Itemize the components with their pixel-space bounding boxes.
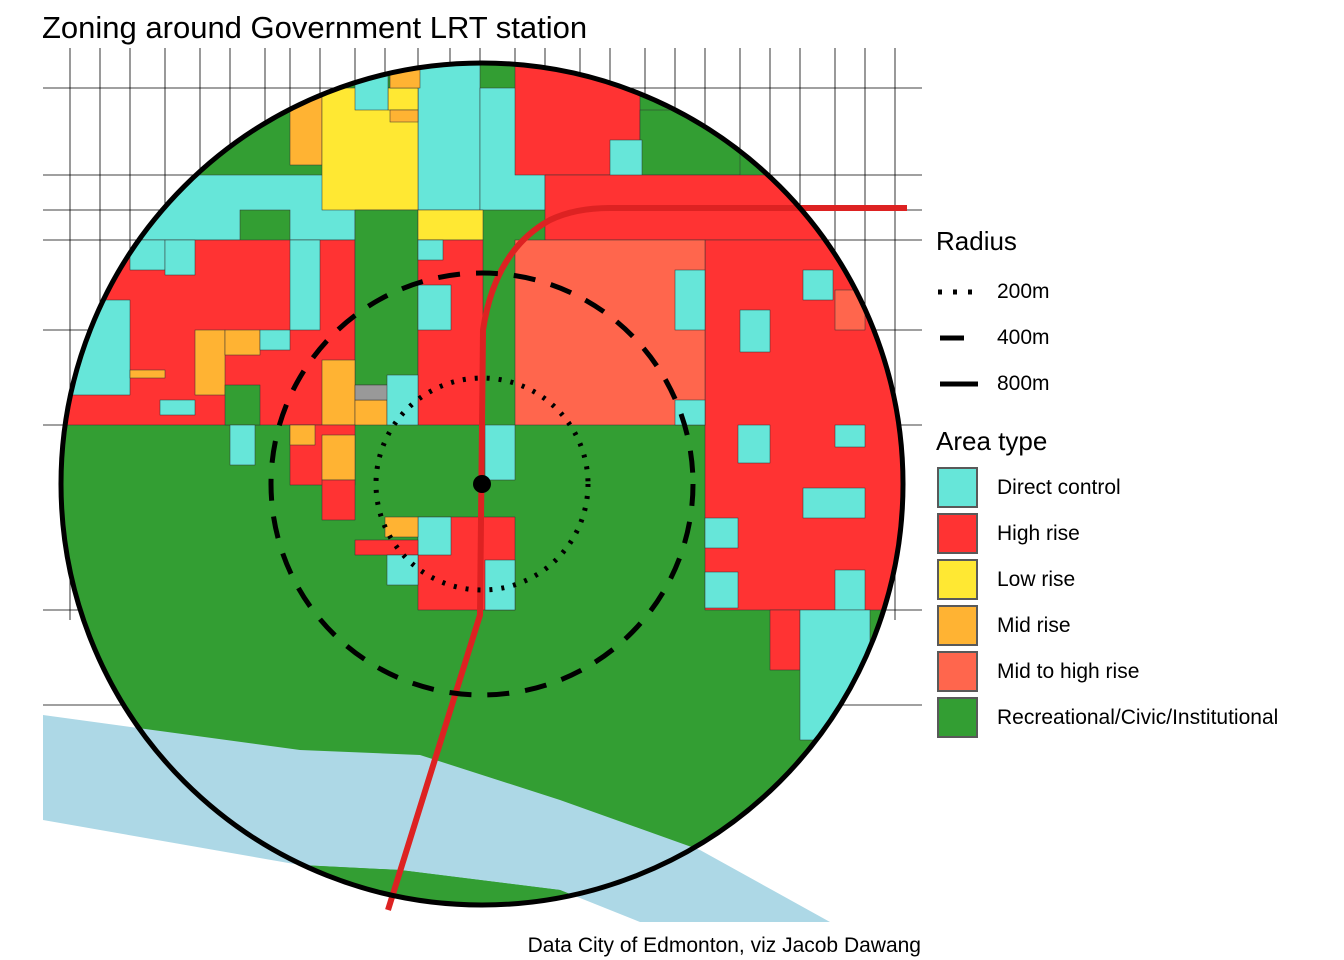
- solid-line-icon: [940, 381, 978, 387]
- zoning-parcel: [321, 479, 356, 521]
- legend-area-item: Mid rise: [936, 604, 1336, 650]
- zoning-parcel: [354, 384, 389, 401]
- zoning-parcel: [129, 369, 166, 379]
- zoning-parcel: [417, 239, 484, 426]
- zoning-parcel: [834, 569, 866, 611]
- zoning-parcel: [321, 434, 356, 481]
- zoning-parcel: [802, 269, 834, 301]
- zoning-parcel: [387, 87, 419, 111]
- zoning-parcel: [194, 329, 226, 396]
- legend-label: Mid to high rise: [997, 660, 1140, 683]
- zoning-parcel: [834, 424, 866, 448]
- legend-label: Low rise: [997, 568, 1076, 591]
- zoning-parcel: [229, 424, 256, 466]
- dashed-line-icon: [940, 335, 964, 341]
- lrt-line: [385, 205, 907, 911]
- zoning-parcel: [739, 309, 771, 353]
- legend-label: High rise: [997, 522, 1080, 545]
- zoning-parcel: [769, 609, 801, 671]
- legend-swatch: [937, 513, 978, 554]
- radius-200m: [373, 375, 591, 593]
- legend-radius-label: 200m: [997, 280, 1050, 303]
- zoning-parcel: [389, 109, 419, 123]
- zoning-parcel: [704, 571, 739, 609]
- legend-radius-400m: 400m: [936, 324, 1136, 354]
- zoning-parcel: [704, 517, 739, 549]
- legend-swatch: [937, 697, 978, 738]
- legend-area-item: Low rise: [936, 558, 1336, 604]
- legend-radius-label: 400m: [997, 326, 1050, 349]
- legend-radius-800m: 800m: [936, 370, 1136, 400]
- zoning-parcel: [417, 284, 452, 331]
- legend-area-item: Recreational/Civic/Institutional: [936, 696, 1336, 742]
- legend-swatch: [937, 467, 978, 508]
- radius-400m: [268, 270, 696, 698]
- legend-label: Direct control: [997, 476, 1121, 499]
- river-bank-parcel: [300, 865, 640, 905]
- zoning-parcel: [354, 539, 419, 556]
- zoning-parcel: [289, 424, 316, 446]
- zoning-parcel: [484, 559, 516, 611]
- legend-swatch: [937, 559, 978, 600]
- zoning-parcel: [224, 384, 261, 426]
- zoning-parcel: [417, 209, 484, 241]
- zoning-parcel: [61, 174, 356, 241]
- zoning-parcel: [484, 424, 516, 481]
- zoning-parcel: [417, 239, 444, 261]
- zoning-parcel: [674, 269, 706, 331]
- legend-area-title: Area type: [936, 426, 1048, 456]
- map-title: Zoning around Government LRT station: [42, 10, 588, 45]
- zoning-parcel: [417, 516, 452, 556]
- zoning-parcel: [289, 239, 321, 331]
- zoning-parcel: [164, 239, 196, 276]
- legend-area-item: Mid to high rise: [936, 650, 1336, 696]
- zoning-parcel: [674, 399, 706, 426]
- radius-800m: [58, 60, 906, 908]
- zoning-parcel: [802, 487, 866, 519]
- legend-area-item: Direct control: [936, 466, 1336, 512]
- zoning-parcel: [224, 329, 261, 356]
- legend-label: Recreational/Civic/Institutional: [997, 706, 1279, 729]
- legend-area-item: High rise: [936, 512, 1336, 558]
- zoning-parcel: [386, 374, 419, 426]
- river: [43, 715, 830, 922]
- zoning-parcel: [384, 516, 419, 538]
- station-marker: [473, 475, 491, 493]
- zoning-parcel: [354, 399, 388, 426]
- dotted-line-icon: [938, 289, 976, 295]
- zoning-parcel: [159, 399, 196, 416]
- legend-swatch: [937, 605, 978, 646]
- legend-radius-title: Radius: [936, 226, 1017, 256]
- zoning-map: [43, 48, 922, 922]
- legend-radius-label: 800m: [997, 372, 1050, 395]
- zoning-parcel: [737, 424, 771, 464]
- zoning-parcel: [386, 554, 419, 586]
- legend-swatch: [937, 651, 978, 692]
- caption: Data City of Edmonton, viz Jacob Dawang: [527, 934, 921, 957]
- zoning-parcel: [321, 359, 356, 426]
- zoning-parcel: [259, 329, 291, 351]
- legend-label: Mid rise: [997, 614, 1071, 637]
- legend-radius-200m: 200m: [936, 278, 1136, 308]
